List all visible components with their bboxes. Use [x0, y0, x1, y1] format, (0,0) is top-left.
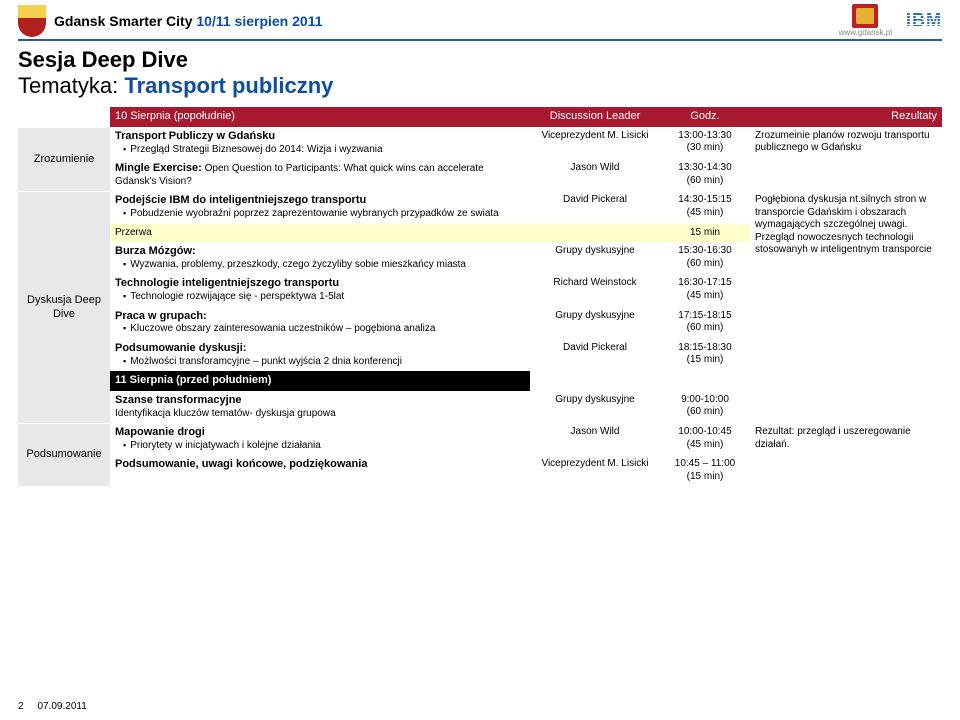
row5-leader: Richard Weinstock — [530, 274, 660, 306]
row10-time: 10:45 – 11:00 (15 min) — [660, 455, 750, 486]
row2-desc: Mingle Exercise: Open Question to Partic… — [110, 159, 530, 191]
row4-leader: Grupy dyskusyjne — [530, 242, 660, 274]
row3-bullet: Pobudzenie wyobraźni poprzez zaprezentow… — [123, 208, 525, 221]
col-header-time: Godz. — [660, 107, 750, 127]
row9-desc: Mapowanie drogi Priorytety w inicjatywac… — [110, 423, 530, 455]
row5-bullet: Technologie rozwijające się - perspektyw… — [123, 291, 525, 304]
row1-title: Transport Publiczy w Gdańsku — [115, 130, 275, 142]
day2-spacer2 — [660, 371, 750, 391]
header: Gdansk Smarter City 10/11 sierpien 2011 … — [0, 0, 960, 39]
col-header-session: 10 Sierpnia (popołudnie) — [110, 107, 530, 127]
title-line2: Tematyka: Transport publiczny — [18, 73, 942, 99]
shield-icon — [18, 5, 46, 37]
row6-title: Praca w grupach: — [115, 310, 207, 322]
section-dyskusja: Dyskusja Deep Dive — [18, 191, 110, 423]
row1-time: 13:00-13:30 (30 min) — [660, 127, 750, 159]
row5-time: 16:30-17:15 (45 min) — [660, 274, 750, 306]
row9-leader: Jason Wild — [530, 423, 660, 455]
row3-desc: Podejście IBM do inteligentniejszego tra… — [110, 191, 530, 223]
title-line2-topic: Transport publiczny — [124, 73, 333, 98]
row6-time: 17:15-18:15 (60 min) — [660, 307, 750, 339]
row4-title: Burza Mózgów: — [115, 245, 196, 257]
results-1: Zrozumeinie planów rozwoju transportu pu… — [750, 127, 942, 192]
page-titles: Sesja Deep Dive Tematyka: Transport publ… — [0, 47, 960, 107]
row7-title: Podsumowanie dyskusji: — [115, 342, 246, 354]
day2-spacer1 — [530, 371, 660, 391]
row-przerwa-time: 15 min — [660, 224, 750, 243]
row8-desc: Szanse transformacyjne Identyfikacja klu… — [110, 391, 530, 423]
day2-bar: 11 Sierpnia (przed południem) — [110, 371, 530, 391]
header-title-prefix: Gdansk Smarter City — [54, 13, 196, 29]
footer: 2 07.09.2011 — [18, 701, 87, 712]
footer-page: 2 — [18, 701, 24, 712]
row7-desc: Podsumowanie dyskusji: Możlwości transfo… — [110, 339, 530, 371]
row8-leader: Grupy dyskusyjne — [530, 391, 660, 423]
row2-leader: Jason Wild — [530, 159, 660, 191]
row-przerwa: Przerwa — [110, 224, 530, 243]
row1-bullet: Przegląd Strategii Biznesowej do 2014: W… — [123, 144, 525, 157]
ibm-logo: IBM — [906, 10, 942, 31]
row8-title: Szanse transformacyjne — [115, 394, 242, 406]
row5-desc: Technologie inteligentniejszego transpor… — [110, 274, 530, 306]
row3-title: Podejście IBM do inteligentniejszego tra… — [115, 194, 366, 206]
row4-time: 15:30-16:30 (60 min) — [660, 242, 750, 274]
row2-time: 13:30-14:30 (60 min) — [660, 159, 750, 191]
row4-bullet: Wyzwania, problemy, przeszkody, czego ży… — [123, 259, 525, 272]
header-left: Gdansk Smarter City 10/11 sierpien 2011 — [18, 5, 323, 37]
header-right: www.gdansk.pl IBM — [839, 4, 942, 37]
agenda-grid: 10 Sierpnia (popołudnie) Discussion Lead… — [0, 107, 960, 486]
title-line1: Sesja Deep Dive — [18, 47, 942, 73]
col-header-leader: Discussion Leader — [530, 107, 660, 127]
row2-title: Mingle Exercise: — [115, 162, 202, 174]
row9-time: 10:00-10:45 (45 min) — [660, 423, 750, 455]
row7-time: 18:15-18:30 (15 min) — [660, 339, 750, 371]
section-podsumowanie: Podsumowanie — [18, 423, 110, 486]
row4-desc: Burza Mózgów: Wyzwania, problemy, przesz… — [110, 242, 530, 274]
row6-leader: Grupy dyskusyjne — [530, 307, 660, 339]
row1-leader: Viceprezydent M. Lisicki — [530, 127, 660, 159]
row-przerwa-leader — [530, 224, 660, 243]
title-line2-prefix: Tematyka: — [18, 73, 124, 98]
row9-title: Mapowanie drogi — [115, 426, 205, 438]
row10-desc: Podsumowanie, uwagi końcowe, podziękowan… — [110, 455, 530, 486]
row6-bullet: Kluczowe obszary zainteresowania uczestn… — [123, 323, 525, 336]
row7-leader: David Pickeral — [530, 339, 660, 371]
footer-date: 07.09.2011 — [37, 701, 86, 712]
row3-time: 14:30-15:15 (45 min) — [660, 191, 750, 223]
section-zrozumienie: Zrozumienie — [18, 127, 110, 192]
row8-sub: Identyfikacja kluczów tematów- dyskusja … — [115, 408, 336, 419]
row3-leader: David Pickeral — [530, 191, 660, 223]
gdansk-crest-icon — [852, 4, 878, 28]
header-title: Gdansk Smarter City 10/11 sierpien 2011 — [54, 13, 323, 29]
row8-time: 9:00-10:00 (60 min) — [660, 391, 750, 423]
row10-title: Podsumowanie, uwagi końcowe, podziękowan… — [115, 458, 367, 470]
results-2: Pogłębiona dyskusja nt.silnych stron w t… — [750, 191, 942, 423]
results-3: Rezultat: przegląd i uszeregowanie dział… — [750, 423, 942, 486]
row1-desc: Transport Publiczy w Gdańsku Przegląd St… — [110, 127, 530, 159]
header-rule — [18, 39, 942, 41]
gdansk-logo: www.gdansk.pl — [839, 4, 892, 37]
header-title-date: 10/11 sierpien 2011 — [196, 13, 322, 29]
col-header-results: Rezultaty — [750, 107, 942, 127]
spacer — [18, 107, 110, 127]
row6-desc: Praca w grupach: Kluczowe obszary zainte… — [110, 307, 530, 339]
row10-leader: Viceprezydent M. Lisicki — [530, 455, 660, 486]
gdansk-caption: www.gdansk.pl — [839, 28, 892, 37]
row9-bullet: Priorytety w inicjatywach i kolejne dzia… — [123, 440, 525, 453]
row5-title: Technologie inteligentniejszego transpor… — [115, 277, 339, 289]
row7-bullet: Możlwości transforamcyjne – punkt wyjści… — [123, 356, 525, 369]
